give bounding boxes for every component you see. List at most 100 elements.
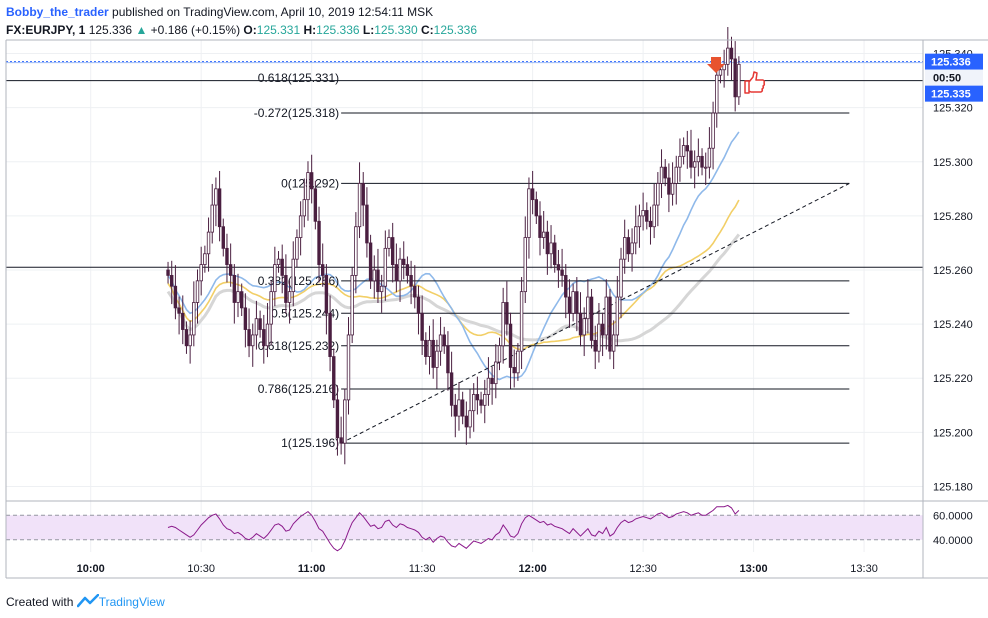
candle-body	[460, 399, 465, 417]
candle-body	[619, 258, 623, 298]
candle-body	[512, 367, 516, 374]
candle-body	[501, 302, 505, 347]
candle-body	[560, 269, 564, 276]
candle-body	[232, 275, 237, 303]
symbol-name[interactable]: FX:EURJPY, 1	[6, 23, 86, 37]
price-tick-label: 125.320	[933, 103, 973, 115]
candle-body	[251, 334, 255, 347]
candle-body	[656, 183, 660, 206]
candle-body	[427, 339, 432, 357]
candle-body	[707, 147, 712, 168]
candle-body	[313, 188, 318, 222]
candle-body	[247, 329, 251, 347]
candle-body	[464, 415, 469, 428]
symbol-bar: FX:EURJPY, 1 125.336 ▲ +0.186 (+0.15%) O…	[6, 22, 477, 38]
candle-body	[622, 237, 627, 260]
candle-body	[328, 312, 332, 357]
candle-body	[221, 226, 225, 249]
candle-body	[199, 264, 203, 282]
candle-body	[634, 226, 638, 244]
candle-body	[626, 237, 631, 255]
rsi-line	[167, 504, 740, 552]
countdown-tag	[925, 69, 983, 86]
candle-body	[663, 166, 667, 179]
candle-body	[641, 210, 645, 217]
candle-body	[354, 226, 358, 276]
candle-body	[346, 334, 351, 401]
candle-body	[600, 323, 605, 336]
close-label: C:	[420, 23, 434, 37]
fib-level-label: -0.272(125.318)	[254, 106, 339, 120]
candle-body	[696, 155, 701, 163]
candle-body	[317, 220, 321, 265]
candle-body	[214, 188, 218, 206]
fib-level-label: 1(125.196)	[281, 436, 339, 450]
candle-body	[228, 264, 233, 276]
price-tick-label: 125.280	[933, 211, 973, 223]
rsi-tick-label: 40.0000	[933, 535, 973, 547]
candle-body	[442, 334, 446, 347]
candle-body	[630, 242, 634, 255]
open-value: 125.331	[256, 23, 301, 37]
candle-body	[184, 329, 189, 347]
created-with-text: Created with	[6, 595, 74, 609]
rsi-band	[6, 515, 923, 540]
candle-body	[166, 269, 170, 276]
candle-body	[236, 291, 240, 303]
candle-body	[254, 318, 259, 336]
candle-body	[284, 275, 288, 303]
candle-body	[457, 399, 461, 417]
price-tick-label: 125.220	[933, 373, 973, 385]
candle-body	[269, 291, 273, 325]
candle-body	[597, 323, 601, 352]
candle-body	[361, 183, 365, 206]
candle-body	[321, 264, 325, 276]
time-tick-label: 10:00	[77, 563, 105, 575]
candle-body	[258, 318, 262, 330]
time-tick-label: 10:30	[187, 563, 215, 575]
candle-body	[553, 242, 557, 265]
candle-body	[692, 161, 697, 168]
candle-body	[486, 377, 491, 395]
candle-body	[402, 258, 406, 265]
candle-body	[295, 237, 299, 260]
candle-body	[519, 291, 524, 352]
author-name[interactable]: Bobby_the_trader	[6, 5, 109, 19]
candle-body	[379, 285, 384, 293]
candle-body	[538, 215, 542, 238]
candle-body	[394, 264, 399, 282]
candle-body	[733, 58, 737, 98]
candle-body	[611, 334, 616, 352]
bid-price-tag	[925, 85, 983, 102]
candle-body	[737, 63, 741, 98]
candle-body	[350, 275, 354, 336]
tradingview-link[interactable]: TradingView	[98, 595, 165, 609]
footer: Created with TradingView	[6, 593, 165, 612]
price-tick-label: 125.180	[933, 481, 973, 493]
candle-body	[424, 339, 428, 357]
candle-body	[490, 377, 494, 385]
candle-body	[545, 231, 550, 255]
candle-body	[225, 247, 229, 265]
candle-body	[527, 188, 531, 238]
last-price: 125.336	[88, 23, 133, 37]
candle-body	[659, 166, 664, 184]
price-tick-label: 125.240	[933, 319, 973, 331]
candle-body	[170, 275, 174, 287]
candle-body	[431, 339, 435, 368]
candle-body	[556, 264, 561, 271]
axes: 60.000040.0000125.340125.320125.300125.2…	[5, 39, 988, 579]
candle-body	[192, 302, 196, 336]
candle-body	[416, 296, 421, 314]
candle-body	[497, 345, 502, 363]
time-tick-label: 13:00	[740, 563, 768, 575]
candle-body	[571, 291, 575, 314]
time-tick-label: 11:30	[409, 563, 436, 575]
time-tick-label: 12:30	[629, 563, 657, 575]
candle-body	[343, 399, 347, 444]
sell-arrow-icon	[707, 57, 725, 73]
candle-body	[449, 372, 454, 406]
up-triangle-icon: ▲	[135, 23, 148, 37]
candle-body	[365, 204, 369, 244]
